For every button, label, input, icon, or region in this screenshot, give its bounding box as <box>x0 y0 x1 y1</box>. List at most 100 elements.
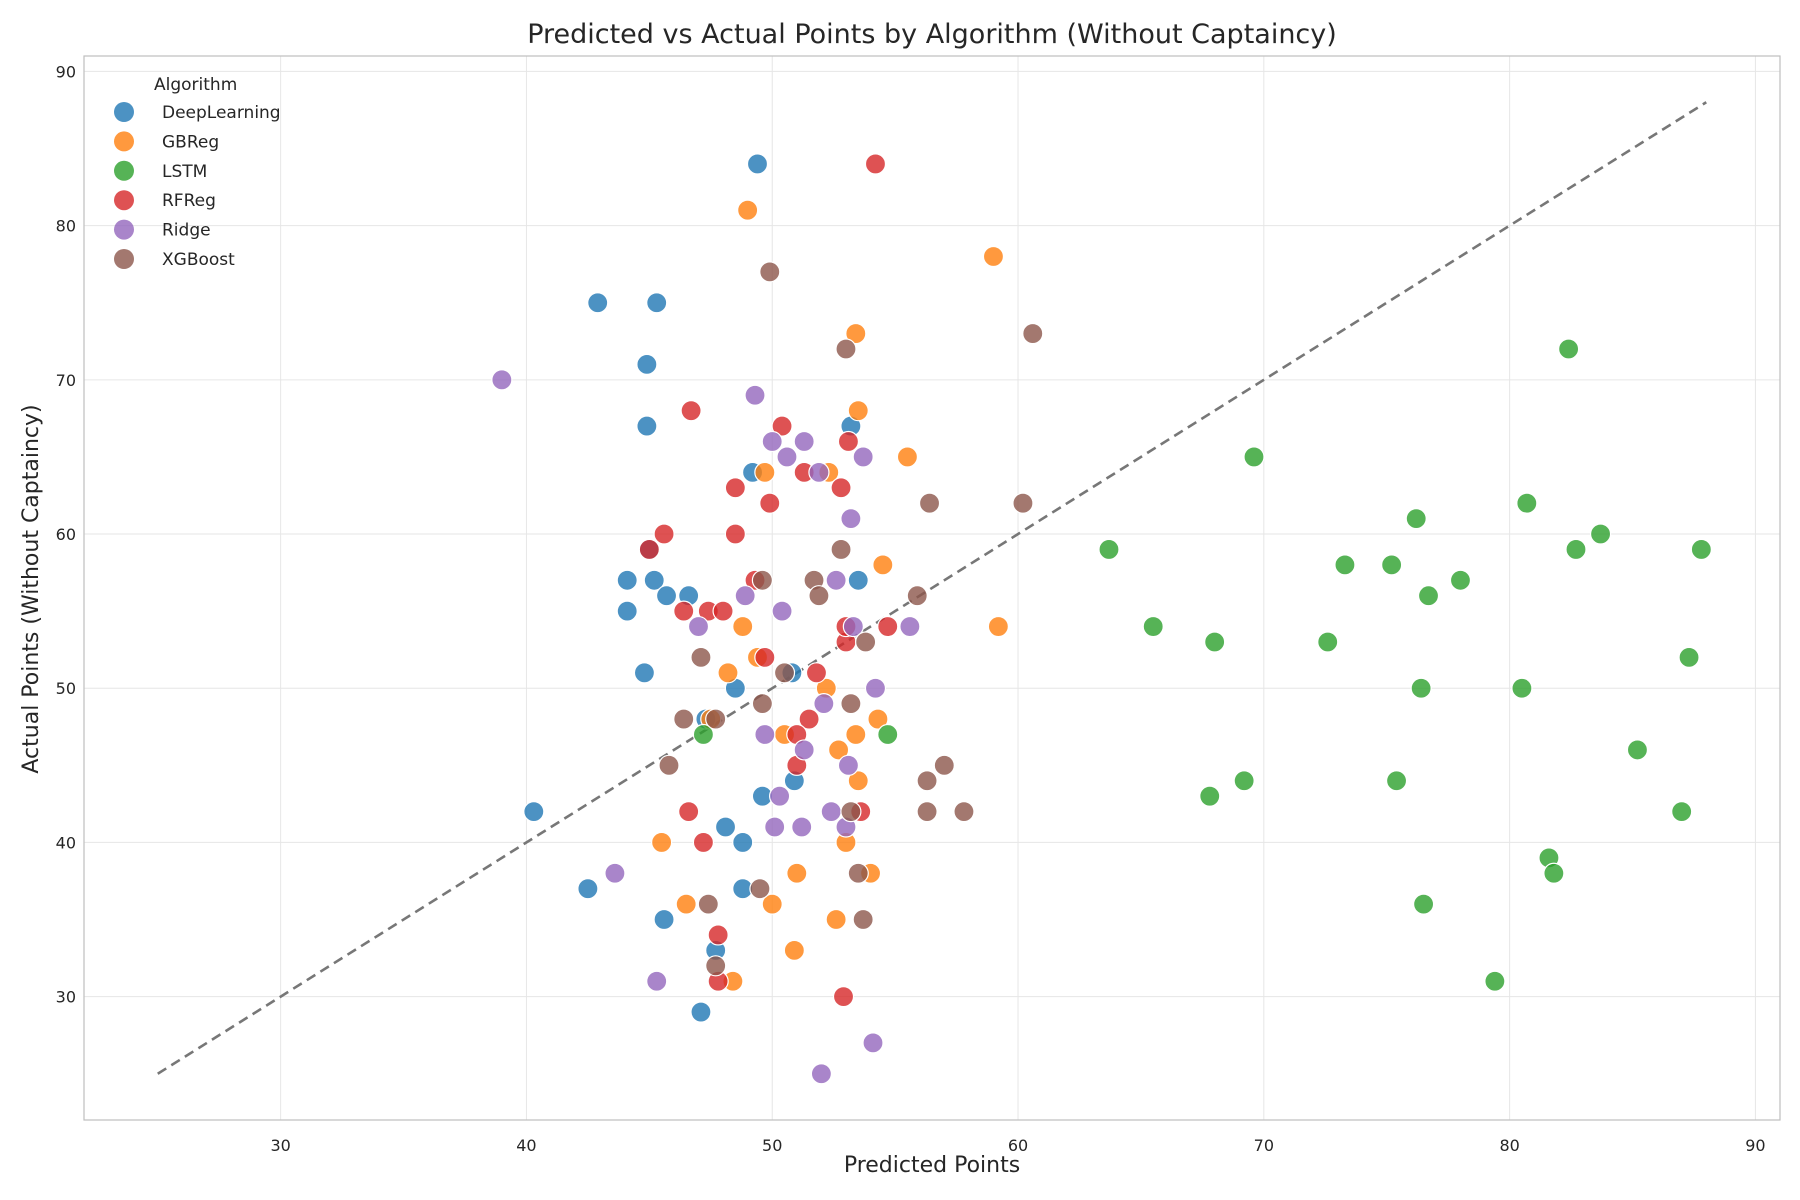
x-tick-label: 30 <box>270 1136 290 1155</box>
point-deeplearning <box>714 816 737 838</box>
point-rfreg <box>832 986 855 1008</box>
point-ridge <box>754 723 776 746</box>
chart-title: Predicted vs Actual Points by Algorithm … <box>527 19 1337 50</box>
point-ridge <box>776 446 798 468</box>
point-lstm <box>1385 770 1408 792</box>
point-gbreg <box>786 862 808 884</box>
point-deeplearning <box>643 569 665 591</box>
point-lstm <box>1142 615 1164 638</box>
point-lstm <box>1449 569 1472 591</box>
point-deeplearning <box>746 153 769 175</box>
point-xgboost <box>773 662 796 684</box>
point-deeplearning <box>616 600 638 622</box>
point-lstm <box>1516 492 1538 514</box>
point-gbreg <box>896 446 919 468</box>
point-rfreg <box>754 646 776 668</box>
point-ridge <box>791 816 813 838</box>
y-tick-label: 40 <box>56 833 76 852</box>
point-ridge <box>769 785 791 807</box>
point-gbreg <box>987 615 1009 638</box>
point-deeplearning <box>636 415 658 437</box>
point-xgboost <box>751 569 774 591</box>
point-ridge <box>899 615 921 638</box>
point-ridge <box>761 430 783 453</box>
point-rfreg <box>638 538 660 561</box>
point-gbreg <box>732 615 754 638</box>
point-xgboost <box>1022 322 1044 345</box>
y-axis-label: Actual Points (Without Captaincy) <box>19 404 44 773</box>
point-gbreg <box>845 723 867 746</box>
point-deeplearning <box>587 292 609 314</box>
point-rfreg <box>680 400 702 422</box>
point-ridge <box>837 754 860 776</box>
point-ridge <box>764 816 786 838</box>
point-deeplearning <box>690 1001 712 1023</box>
x-tick-label: 60 <box>1008 1136 1028 1155</box>
point-gbreg <box>754 461 776 483</box>
legend-marker-deeplearning <box>114 102 134 122</box>
legend-label-xgboost: XGBoost <box>162 250 235 270</box>
point-rfreg <box>877 615 899 638</box>
point-lstm <box>1412 893 1435 915</box>
point-xgboost <box>808 585 830 607</box>
point-deeplearning <box>523 800 545 823</box>
point-rfreg <box>724 477 746 499</box>
point-lstm <box>1417 585 1440 607</box>
grid <box>84 56 1780 1120</box>
legend-label-ridge: Ridge <box>162 221 211 241</box>
point-xgboost <box>906 585 928 607</box>
point-lstm <box>1410 677 1432 699</box>
point-xgboost <box>852 908 874 931</box>
point-xgboost <box>697 893 719 915</box>
x-tick-label: 40 <box>516 1136 536 1155</box>
point-deeplearning <box>646 292 668 314</box>
point-rfreg <box>830 477 852 499</box>
point-ridge <box>810 1063 832 1085</box>
point-gbreg <box>675 893 697 915</box>
point-lstm <box>1199 785 1221 807</box>
point-xgboost <box>749 878 771 900</box>
legend: Algorithm DeepLearning GBReg LSTM RFReg Ridg… <box>114 75 281 270</box>
point-rfreg <box>678 800 700 823</box>
x-tick-labels: 30 40 50 60 70 80 90 <box>270 1136 1765 1155</box>
point-ridge <box>840 508 862 530</box>
point-xgboost <box>933 754 955 776</box>
point-xgboost <box>847 862 869 884</box>
point-lstm <box>1243 446 1265 468</box>
point-lstm <box>1204 631 1226 653</box>
point-lstm <box>692 723 715 746</box>
x-tick-label: 70 <box>1254 1136 1274 1155</box>
point-xgboost <box>705 708 727 730</box>
point-gbreg <box>847 400 869 422</box>
point-gbreg <box>825 908 847 931</box>
point-lstm <box>1098 538 1120 561</box>
point-rfreg <box>707 924 729 946</box>
point-ridge <box>852 446 874 468</box>
point-lstm <box>1589 523 1612 545</box>
point-lstm <box>1558 338 1580 360</box>
point-ridge <box>820 800 842 823</box>
point-ridge <box>793 430 815 453</box>
point-rfreg <box>692 831 715 854</box>
point-xgboost <box>705 955 727 977</box>
point-xgboost <box>855 631 877 653</box>
point-deeplearning <box>653 908 675 931</box>
point-lstm <box>1543 862 1565 884</box>
legend-marker-lstm <box>114 160 134 181</box>
y-tick-label: 30 <box>56 988 76 1007</box>
legend-marker-rfreg <box>114 190 134 211</box>
point-ridge <box>491 369 513 391</box>
point-ridge <box>793 739 815 761</box>
point-lstm <box>1565 538 1587 561</box>
point-ridge <box>808 461 830 483</box>
point-rfreg <box>759 492 781 514</box>
y-tick-labels: 30 40 50 60 70 80 90 <box>56 62 76 1006</box>
legend-marker-ridge <box>114 219 134 240</box>
point-gbreg <box>845 322 867 345</box>
y-tick-label: 50 <box>56 679 76 698</box>
point-xgboost <box>916 800 938 823</box>
point-lstm <box>1511 677 1533 699</box>
x-tick-label: 80 <box>1499 1136 1519 1155</box>
point-lstm <box>1690 538 1712 561</box>
